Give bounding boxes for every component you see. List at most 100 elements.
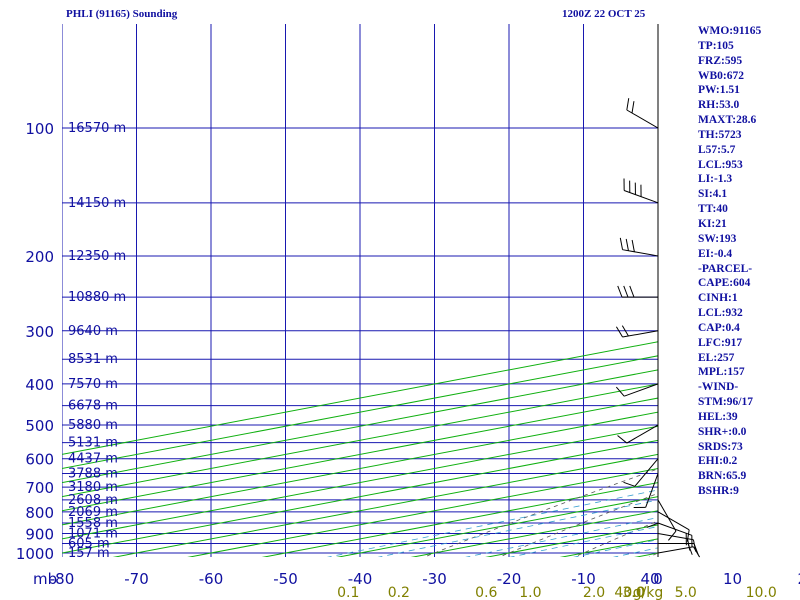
wind-barb [619,237,659,257]
index-item: LCL:953 [698,158,743,171]
wind-barb-staff [624,383,659,397]
temperature-tick-label: -20 [497,570,522,588]
height-label: 8531 m [68,352,118,367]
index-item: WMO:91165 [698,25,762,37]
isotherm-line [112,453,658,557]
index-item: -PARCEL- [698,262,753,275]
isotherm-line [62,341,658,455]
index-item: CINH:1 [698,292,738,305]
wind-barb-flag [625,238,629,251]
wind-barb [633,473,659,508]
pressure-tick-label: 300 [25,323,54,341]
height-label: 157 m [68,546,110,561]
index-item: FRZ:595 [698,54,743,67]
temperature-tick-label: -60 [199,570,224,588]
wind-barb-staff [622,330,659,338]
dry-adiabat [573,520,658,557]
wind-barb [623,458,659,487]
height-label: 10880 m [68,290,126,305]
pressure-tick-label: 700 [25,479,54,497]
wind-barb-flag [693,546,701,558]
pressure-tick-label: 100 [25,120,54,138]
wind-barb-flag [617,285,623,298]
wind-barb [623,178,659,204]
index-item: LI:-1.3 [698,173,733,186]
mixing-ratio-line [465,517,658,557]
index-item: WB0:672 [698,69,744,82]
wind-barb-staff [626,109,659,129]
height-label: 1558 m [68,516,118,531]
height-label: 12350 m [68,249,126,264]
temperature-tick-label: -50 [273,570,298,588]
temperature-tick-label: 0 [653,570,663,588]
mixing-ratio-label: 10.0 [746,585,777,600]
index-item: L57:5.7 [698,143,736,156]
wind-barb-staff [645,473,659,508]
mixing-ratio-label: 5.0 [675,585,697,600]
chart-title: PHLI (91165) Sounding [66,8,178,20]
pressure-tick-label: 800 [25,504,54,522]
wind-barb-flag [621,325,629,337]
wind-barb-flag [692,539,697,552]
wind-barb [657,546,701,558]
mixing-ratio-label: 0.2 [388,585,410,600]
isotherm-line [62,355,658,470]
index-item: SRDS:73 [698,440,743,453]
temperature-tick-label: 40 [640,570,659,588]
index-item: SW:193 [698,232,737,245]
height-label: 2069 m [68,505,118,520]
wind-barb-staff [657,511,690,531]
mixing-ratio-line [509,526,658,557]
index-item: EL:257 [698,351,735,364]
wind-barb-flag [623,285,629,298]
pressure-tick-label: 600 [25,451,54,469]
index-item: MAXT:28.6 [698,114,757,127]
mixing-ratio-label: g/kg [633,585,664,600]
mixing-ratio-line [573,539,658,557]
height-label: 5131 m [68,436,118,451]
isotherm-line [62,425,658,540]
wind-barb-flag [668,530,677,541]
height-label: 605 m [68,537,110,552]
index-item: TT:40 [698,203,728,216]
wind-barb-staff [626,424,659,444]
isotherm-line [187,467,658,557]
temperature-tick-label: -80 [50,570,75,588]
height-label: 14150 m [68,196,126,211]
index-item: CAP:0.4 [698,321,740,334]
wind-barb [657,499,677,541]
indices-panel: WMO:91165 TP:105 FRZ:595 WB0:672 PW:1.51 RH:5… [698,24,798,499]
wind-barb-flag [631,101,635,114]
wind-barb-staff [657,499,677,532]
wind-barb-flag [629,285,635,298]
temperature-tick-label: -40 [348,570,373,588]
index-item: LFC:917 [698,336,743,349]
isotherm-line [261,482,658,557]
wind-barb-flag [619,237,624,250]
height-label: 4437 m [68,452,118,467]
wind-barb [617,285,658,298]
wind-barb [657,511,690,542]
temperature-tick-label: -70 [124,570,149,588]
height-label: 9640 m [68,324,118,339]
mixing-ratio-label: 2.0 [583,585,605,600]
mixing-ratio-label: 3.0 [622,585,644,600]
pressure-tick-label: 900 [25,526,54,544]
mixing-ratio-label: 40.0 [614,585,645,600]
height-label: 7570 m [68,377,118,392]
index-item: EHI:0.2 [698,455,738,468]
index-item: BSHR:9 [698,485,739,498]
index-item: -WIND- [698,381,739,394]
wind-barb [617,424,659,444]
chart-time: 1200Z 22 OCT 25 [562,8,646,20]
pressure-tick-label: 200 [25,248,54,266]
index-item: MPL:157 [698,366,745,379]
index-item: KI:21 [698,217,727,230]
index-item: CAPE:604 [698,277,751,290]
temperature-tick-label: -30 [422,570,447,588]
wind-barb [615,325,659,338]
index-item: RH:53.0 [698,99,740,112]
wind-barbs [615,24,701,558]
wind-barb-staff [634,458,659,487]
